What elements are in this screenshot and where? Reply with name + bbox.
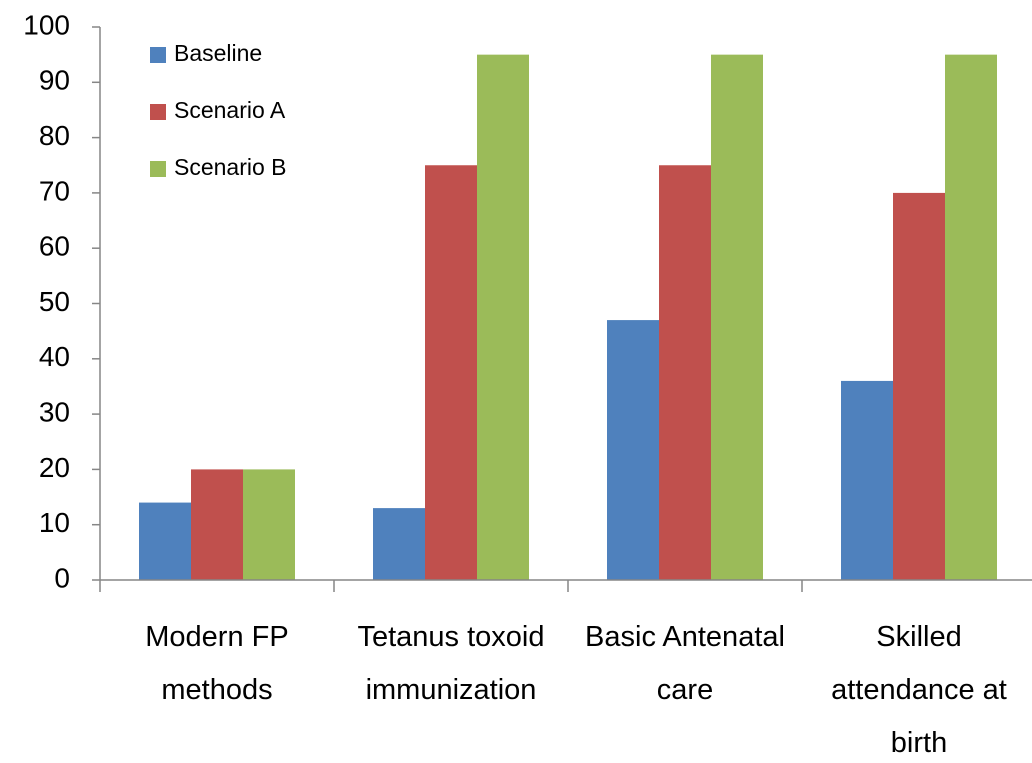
x-tick-label: Modern FP methods: [145, 621, 288, 706]
y-tick-label: 90: [39, 65, 70, 96]
bar: [893, 192, 945, 580]
y-tick-label: 30: [39, 396, 70, 427]
x-tick-label: Tetanus toxoid immunization: [357, 621, 544, 706]
y-tick-label: 40: [39, 341, 70, 372]
y-tick-label: 20: [39, 452, 70, 483]
legend-swatch: [150, 161, 166, 177]
legend-label: Baseline: [174, 40, 262, 66]
bar: [373, 508, 425, 580]
bar: [477, 54, 529, 580]
bar: [659, 165, 711, 580]
y-tick-label: 60: [39, 231, 70, 262]
y-tick-label: 100: [23, 9, 70, 40]
bar: [191, 469, 243, 580]
bar: [711, 54, 763, 580]
bar: [607, 320, 659, 580]
y-tick-label: 50: [39, 286, 70, 317]
y-tick-label: 80: [39, 120, 70, 151]
legend-swatch: [150, 104, 166, 120]
y-tick-label: 10: [39, 507, 70, 538]
bar: [425, 165, 477, 580]
legend-swatch: [150, 47, 166, 63]
bar: [841, 380, 893, 580]
x-tick-label: Skilled attendance at birth: [831, 621, 1007, 759]
bar: [945, 54, 997, 580]
y-tick-label: 0: [54, 562, 70, 593]
bar: [139, 502, 191, 580]
y-tick-label: 70: [39, 175, 70, 206]
legend-label: Scenario B: [174, 154, 287, 180]
legend-label: Scenario A: [174, 97, 286, 123]
x-tick-label: Basic Antenatal care: [585, 621, 785, 706]
bar: [243, 469, 295, 580]
